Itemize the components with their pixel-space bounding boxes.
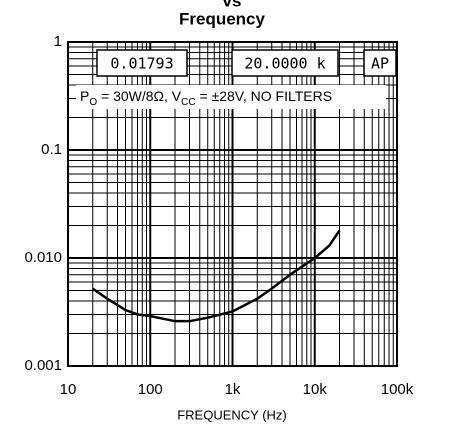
y-tick-label: 1 [54,33,62,50]
annotation-part: = ±28V, NO FILTERS [196,88,332,104]
readout: AP [371,55,389,73]
annotation-part: P [80,88,89,104]
x-axis-label: FREQUENCY (Hz) [177,407,287,422]
readout-box [96,49,188,77]
y-tick-label: 0.001 [24,357,62,374]
readout: 0.01793 [110,55,173,73]
y-tick-label: 0.010 [24,249,62,266]
readout: 20.0000 k [244,55,325,73]
x-tick-label: 1k [225,381,241,398]
plot-frame [67,41,398,367]
readout-box [363,49,397,77]
x-tick-label: 100k [381,381,414,398]
annotation-box [76,85,386,109]
annotation: PO = 30W/8Ω, VCC = ±28V, NO FILTERS [80,88,332,108]
annotation-part: CC [181,97,195,108]
x-tick-label: 100 [138,381,163,398]
annotation-part: = 30W/8Ω, V [97,88,182,104]
y-tick-label: 0.1 [41,141,62,158]
chart-title: Frequency [179,9,266,28]
x-tick-label: 10 [60,381,77,398]
data-line [92,229,341,323]
annotation-part: O [89,97,97,108]
readout-box [231,49,339,77]
chart-title: vs [223,0,242,10]
x-tick-label: 10k [303,381,328,398]
